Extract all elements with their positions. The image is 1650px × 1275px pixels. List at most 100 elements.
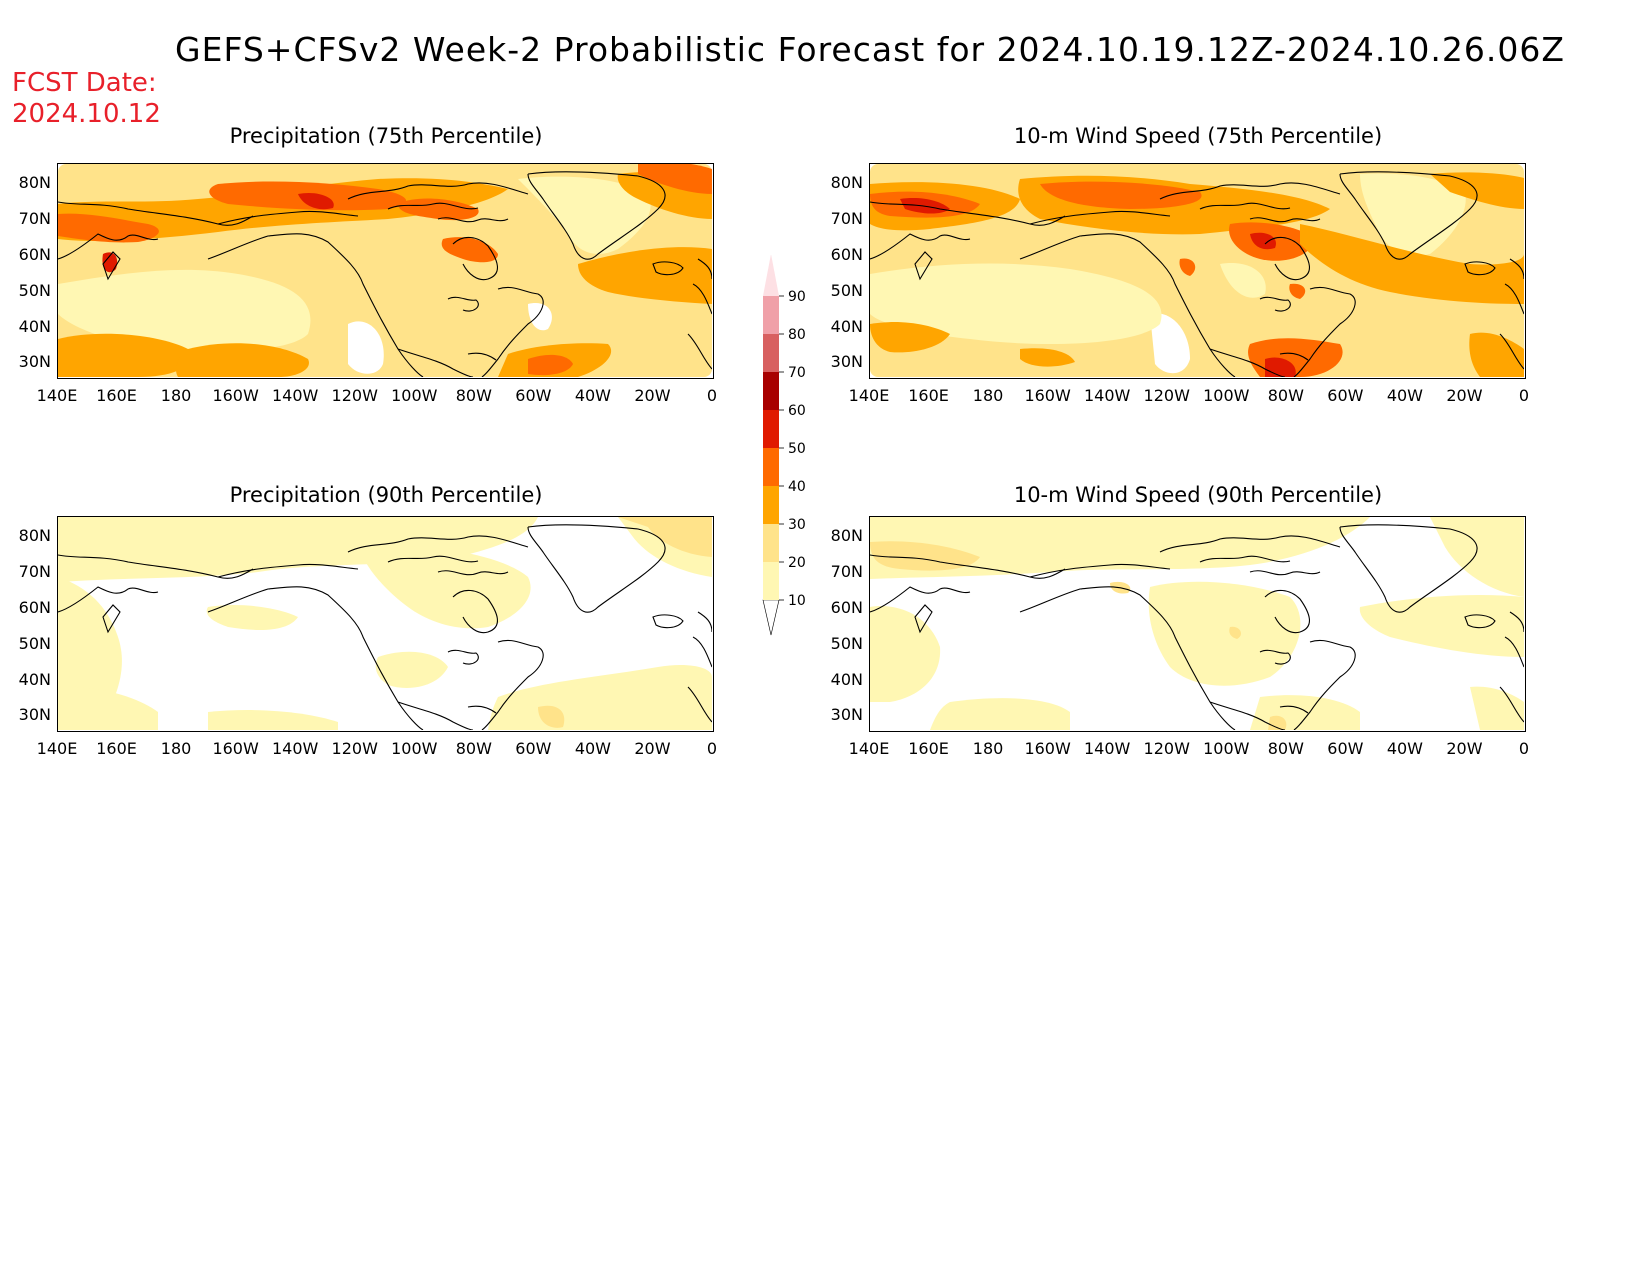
lat-label: 80N [18, 173, 51, 192]
lon-label: 0 [706, 386, 718, 405]
shade-region [528, 303, 552, 331]
shade-region [538, 705, 565, 728]
shade-region [1268, 715, 1287, 730]
lon-label: 20W [634, 386, 671, 405]
coastline [58, 171, 712, 377]
lon-label: 140E [848, 386, 890, 405]
lon-label: 120W [1143, 386, 1190, 405]
shade-region [518, 176, 651, 254]
lat-label: 50N [18, 634, 51, 653]
colorbar-label: 40 [788, 479, 806, 495]
shade-region [930, 698, 1070, 730]
lat-label: 40N [18, 670, 51, 689]
shade-region [1220, 263, 1266, 298]
colorbar-segment-80 [763, 296, 779, 334]
colorbar-label: 10 [788, 593, 806, 609]
lat-label: 80N [18, 526, 51, 545]
shade-region [348, 321, 384, 374]
lat-label: 70N [18, 562, 51, 581]
main-title: GEFS+CFSv2 Week-2 Probabilistic Forecast… [175, 30, 1565, 69]
lat-label: 30N [18, 352, 51, 371]
shade-region [870, 541, 980, 571]
panel-title-precip75: Precipitation (75th Percentile) [229, 124, 543, 148]
panel-title-precip90: Precipitation (90th Percentile) [229, 483, 543, 507]
colorbar: 90 80 70 60 50 40 30 20 10 [762, 255, 806, 636]
lon-label: 0 [1518, 739, 1530, 758]
shade-region [870, 322, 950, 353]
map-precip75 [57, 163, 714, 379]
lon-label: 160W [212, 739, 259, 758]
lon-label: 100W [1203, 739, 1250, 758]
colorbar-segment-20 [763, 524, 779, 562]
lon-label: 80W [455, 739, 492, 758]
lon-label: 140E [36, 739, 78, 758]
lat-label: 30N [18, 705, 51, 724]
shade-region [176, 343, 309, 377]
lat-label: 40N [830, 670, 863, 689]
lon-label: 160E [908, 386, 949, 405]
colorbar-label: 60 [788, 403, 806, 419]
lon-label: 180 [972, 386, 1004, 405]
shade-region [578, 247, 712, 304]
lat-label: 50N [830, 281, 863, 300]
coastline [870, 524, 1524, 730]
lat-label: 70N [830, 209, 863, 228]
shade-region [1360, 173, 1466, 256]
lon-label: 180 [160, 739, 192, 758]
shade-region [870, 517, 1370, 579]
shade-region [1150, 313, 1190, 374]
colorbar-segment-70 [763, 334, 779, 372]
lon-label: 80W [455, 386, 492, 405]
shade-region [1430, 172, 1524, 209]
shade-region [1469, 332, 1524, 377]
shade-region [1179, 258, 1196, 276]
shade-region [58, 517, 538, 582]
lon-label: 160W [1024, 386, 1071, 405]
lon-label: 140W [271, 739, 319, 758]
colorbar-label: 80 [788, 327, 806, 343]
lon-label: 100W [391, 739, 438, 758]
lat-label: 60N [830, 598, 863, 617]
lat-label: 60N [830, 245, 863, 264]
shade-region [1300, 224, 1524, 304]
map-wind75 [869, 163, 1526, 379]
map-wind90 [869, 516, 1526, 732]
lon-label: 100W [1203, 386, 1250, 405]
shade-region [58, 686, 158, 730]
lat-label: 80N [830, 173, 863, 192]
lon-label: 20W [1446, 739, 1483, 758]
shade-region [58, 333, 191, 377]
lon-label: 180 [972, 739, 1004, 758]
shade-region [1289, 283, 1306, 299]
colorbar-label: 50 [788, 441, 806, 457]
lat-label: 30N [830, 705, 863, 724]
lon-label: 0 [1518, 386, 1530, 405]
shade-region [870, 606, 941, 702]
lon-label: 140W [271, 386, 319, 405]
shade-region [208, 710, 338, 730]
colorbar-segment-30 [763, 486, 779, 524]
fcst-date-value: 2024.10.12 [12, 99, 161, 129]
lon-label: 80W [1267, 739, 1304, 758]
colorbar-segment-50 [763, 410, 779, 448]
lon-label: 0 [706, 739, 718, 758]
shade-region [1359, 595, 1524, 657]
lat-label: 60N [18, 245, 51, 264]
lon-label: 40W [574, 739, 611, 758]
shade-region [441, 237, 498, 263]
lon-label: 140E [36, 386, 78, 405]
shade-region [102, 252, 118, 273]
lat-label: 70N [18, 209, 51, 228]
lon-label: 160E [96, 386, 137, 405]
lon-label: 140E [848, 739, 890, 758]
shade-region [1430, 517, 1524, 597]
shade-region [206, 605, 298, 630]
shade-region [398, 198, 479, 221]
lat-label: 80N [830, 526, 863, 545]
lon-label: 120W [1143, 739, 1190, 758]
shade-region [1470, 686, 1524, 730]
shade-region [900, 198, 950, 214]
lon-label: 160W [212, 386, 259, 405]
shade-region [528, 354, 573, 376]
colorbar-segment-60 [763, 372, 779, 410]
